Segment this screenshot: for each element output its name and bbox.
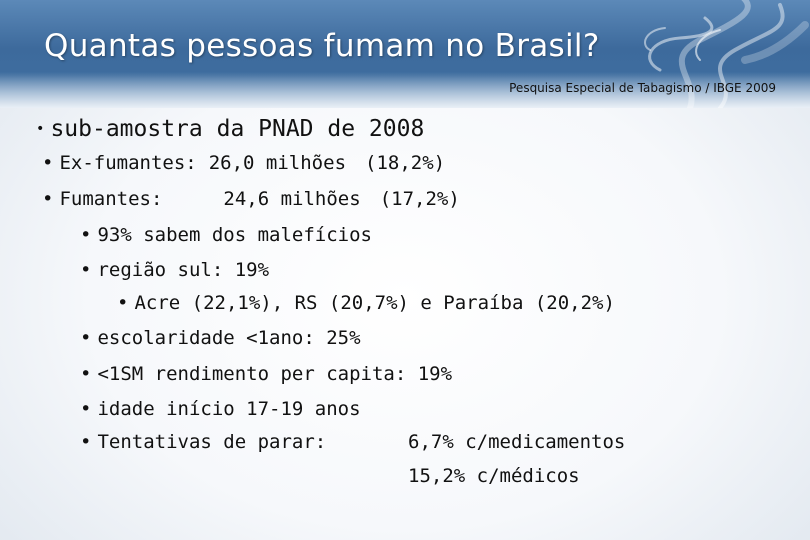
- item-text: escolaridade <1ano: 25%: [97, 327, 361, 349]
- list-item: • 93% sabem dos malefícios: [80, 224, 372, 246]
- bullet: •: [117, 292, 129, 314]
- bullet: •: [80, 363, 92, 385]
- bullet: •: [80, 327, 92, 349]
- list-item-value: 15,2% c/médicos: [408, 465, 580, 487]
- slide-title: Quantas pessoas fumam no Brasil?: [44, 28, 600, 64]
- item-label: Tentativas de parar:: [97, 431, 327, 453]
- bullet: •: [80, 259, 92, 281]
- item-text: <1SM rendimento per capita: 19%: [97, 363, 453, 385]
- item-text: sub-amostra da PNAD de 2008: [50, 116, 425, 142]
- item-text: 93% sabem dos malefícios: [97, 224, 372, 246]
- bullet: •: [36, 121, 45, 137]
- bullet: •: [80, 431, 92, 453]
- bullet: •: [80, 398, 92, 420]
- list-item: • idade início 17-19 anos: [80, 398, 361, 420]
- item-label: Fumantes:: [59, 188, 163, 210]
- list-item: • Fumantes: 24,6 milhões (17,2%): [42, 188, 460, 210]
- list-item: • Ex-fumantes: 26,0 milhões (18,2%): [42, 152, 445, 174]
- list-item: • região sul: 19%: [80, 259, 269, 281]
- slide-subtitle: Pesquisa Especial de Tabagismo / IBGE 20…: [509, 81, 776, 95]
- list-item: • escolaridade <1ano: 25%: [80, 327, 361, 349]
- item-text: idade início 17-19 anos: [97, 398, 361, 420]
- list-item: • sub-amostra da PNAD de 2008: [36, 116, 424, 142]
- bullet: •: [42, 188, 54, 210]
- list-item: • Acre (22,1%), RS (20,7%) e Paraíba (20,…: [117, 292, 615, 314]
- list-item: • <1SM rendimento per capita: 19%: [80, 363, 452, 385]
- item-percent: (17,2%): [379, 188, 460, 210]
- item-text: Acre (22,1%), RS (20,7%) e Paraíba (20,2…: [134, 292, 615, 314]
- item-value: 26,0 milhões: [208, 152, 347, 174]
- bullet: •: [42, 152, 54, 174]
- item-text: região sul: 19%: [97, 259, 270, 281]
- item-label: Ex-fumantes:: [59, 152, 197, 174]
- item-percent: (18,2%): [365, 152, 446, 174]
- header-banner: [0, 0, 810, 108]
- item-value: 24,6 milhões: [223, 188, 361, 210]
- header-fade: [0, 72, 810, 108]
- list-item: • Tentativas de parar:: [80, 431, 326, 453]
- bullet: •: [80, 224, 92, 246]
- list-item-value: 6,7% c/medicamentos: [408, 431, 626, 453]
